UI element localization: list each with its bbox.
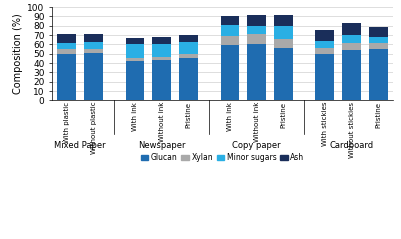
Bar bbox=[126, 61, 144, 100]
Bar bbox=[369, 43, 388, 49]
Bar bbox=[57, 49, 76, 54]
Bar bbox=[126, 58, 144, 61]
Bar bbox=[247, 44, 266, 100]
Bar bbox=[369, 27, 388, 37]
Bar bbox=[274, 15, 293, 26]
Bar bbox=[179, 35, 198, 42]
Bar bbox=[316, 54, 334, 100]
Bar bbox=[152, 60, 171, 100]
Bar bbox=[274, 39, 293, 48]
Bar bbox=[342, 50, 361, 100]
Bar bbox=[57, 34, 76, 43]
Bar bbox=[84, 53, 103, 100]
Text: Copy paper: Copy paper bbox=[232, 141, 281, 150]
Bar bbox=[342, 23, 361, 35]
Bar bbox=[316, 41, 334, 48]
Bar bbox=[274, 48, 293, 100]
Bar bbox=[221, 16, 239, 25]
Bar bbox=[342, 35, 361, 43]
Bar bbox=[152, 43, 171, 57]
Bar bbox=[316, 30, 334, 41]
Bar bbox=[247, 15, 266, 26]
Bar bbox=[84, 42, 103, 49]
Bar bbox=[369, 37, 388, 43]
Bar bbox=[342, 43, 361, 50]
Text: Newspaper: Newspaper bbox=[138, 141, 186, 150]
Y-axis label: Composition (%): Composition (%) bbox=[13, 13, 23, 94]
Bar bbox=[247, 26, 266, 34]
Bar bbox=[152, 37, 171, 43]
Bar bbox=[221, 25, 239, 36]
Bar bbox=[274, 26, 293, 39]
Bar bbox=[247, 34, 266, 44]
Bar bbox=[126, 38, 144, 44]
Bar bbox=[84, 49, 103, 53]
Bar bbox=[126, 44, 144, 58]
Bar bbox=[221, 45, 239, 100]
Text: Cardboard: Cardboard bbox=[330, 141, 374, 150]
Bar bbox=[152, 57, 171, 60]
Legend: Glucan, Xylan, Minor sugars, Ash: Glucan, Xylan, Minor sugars, Ash bbox=[138, 150, 307, 166]
Bar bbox=[316, 48, 334, 54]
Bar bbox=[179, 58, 198, 100]
Text: Mixed Paper: Mixed Paper bbox=[55, 141, 106, 150]
Bar bbox=[179, 42, 198, 54]
Bar bbox=[369, 49, 388, 100]
Bar bbox=[179, 54, 198, 58]
Bar bbox=[57, 43, 76, 49]
Bar bbox=[84, 34, 103, 42]
Bar bbox=[221, 36, 239, 45]
Bar bbox=[57, 54, 76, 100]
